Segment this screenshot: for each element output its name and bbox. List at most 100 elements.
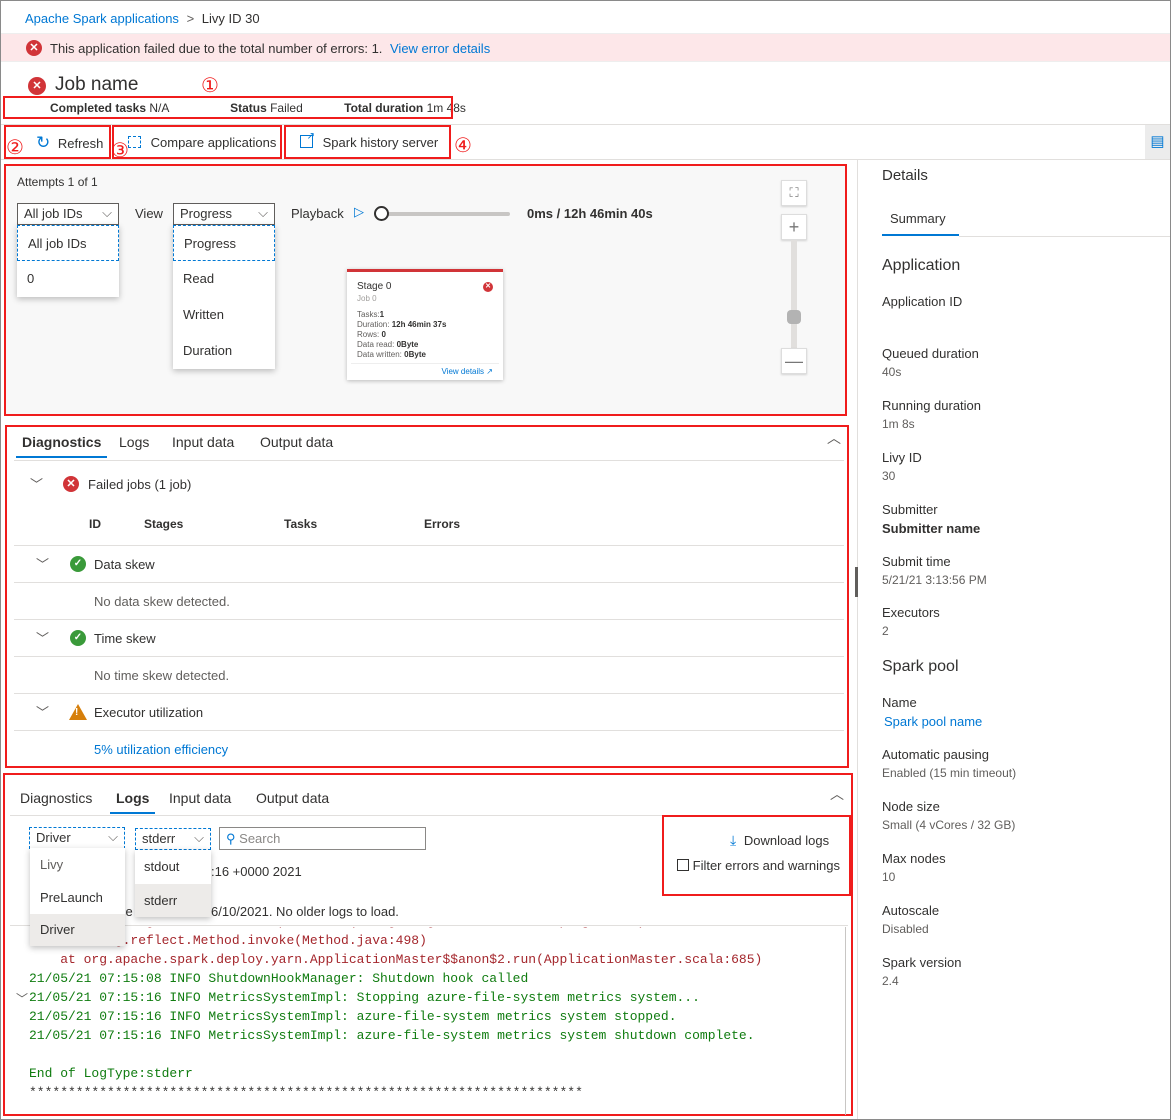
zoom-out-button[interactable]: — — [781, 348, 807, 374]
breadcrumb-current: Livy ID 30 — [201, 11, 260, 26]
chevron-down-icon[interactable]: ﹀ — [30, 477, 44, 492]
spark-pool-link[interactable]: Spark pool name — [884, 714, 983, 729]
refresh-button[interactable]: ↻ Refresh — [36, 133, 103, 153]
log-header-partial: :16 +0000 2021 — [211, 864, 302, 879]
stage-card[interactable]: Stage 0 ✕ Job 0 Tasks:1 Duration: 12h 46… — [347, 269, 503, 380]
stage-job: Job 0 — [357, 294, 377, 303]
log-source-option[interactable]: Driver — [30, 914, 125, 946]
tab-logs[interactable]: Logs — [109, 790, 156, 814]
log-content: lectDelegatingMethodAccessorImpl.invoke(… — [29, 927, 846, 1115]
duration-value: 12h 46min 37s — [391, 320, 447, 329]
collapse-panel-icon[interactable]: ︿ — [827, 430, 841, 446]
job-id-option[interactable]: All job IDs — [17, 225, 119, 261]
failed-icon: ✕ — [63, 476, 79, 492]
open-external-icon: ↗ — [486, 367, 493, 376]
job-id-option[interactable]: 0 — [27, 271, 35, 286]
playback-label: Playback — [291, 206, 344, 221]
collapse-panel-icon[interactable]: ︿ — [830, 786, 844, 802]
data-skew-header: Data skew — [94, 557, 155, 572]
field-value: 10 — [882, 870, 896, 884]
callout-box-4 — [284, 125, 451, 159]
pool-field: Node size Small (4 vCores / 32 GB) — [882, 799, 1015, 832]
download-logs-button[interactable]: ⤓ Download logs — [730, 832, 829, 849]
tab-input-data[interactable]: Input data — [172, 434, 235, 450]
play-icon[interactable]: ▷ — [354, 204, 364, 219]
log-source-option[interactable]: Livy — [40, 857, 64, 872]
written-value: 0Byte — [404, 350, 426, 359]
read-value: 0Byte — [396, 340, 419, 349]
detail-field: Submitter Submitter name — [882, 502, 980, 536]
view-option[interactable]: Read — [183, 271, 215, 286]
log-actions-callout-box — [662, 815, 851, 896]
stage-stats: Tasks:1 Duration: 12h 46min 37s Rows: 0 … — [357, 310, 446, 360]
callout-4: ④ — [454, 135, 472, 157]
field-value: Small (4 vCores / 32 GB) — [882, 818, 1016, 832]
job-id-select[interactable]: All job IDs ⌵ — [17, 203, 119, 225]
detail-field: Queued duration 40s — [882, 346, 979, 379]
column-id: ID — [89, 517, 101, 531]
breadcrumb-separator: > — [186, 11, 195, 26]
playback-slider[interactable] — [375, 212, 510, 216]
playback-slider-thumb[interactable] — [374, 206, 389, 221]
utilization-efficiency-link[interactable]: 5% utilization efficiency — [94, 742, 229, 757]
chevron-down-icon[interactable]: ﹀ — [36, 557, 50, 572]
read-label: Data read: — [357, 340, 395, 349]
view-option[interactable]: Duration — [183, 343, 233, 358]
pool-field: Max nodes 10 — [882, 851, 946, 884]
zoom-in-button[interactable]: + — [781, 214, 807, 240]
view-error-details-link[interactable]: View error details — [390, 41, 491, 56]
field-label: Node size — [882, 799, 940, 814]
zoom-slider-thumb[interactable] — [787, 310, 801, 324]
tab-output-data[interactable]: Output data — [260, 434, 334, 450]
callout-box-1 — [3, 96, 453, 119]
chevron-down-icon[interactable]: ﹀ — [36, 705, 50, 720]
document-search-icon: ▤ — [1150, 133, 1165, 150]
tab-diagnostics[interactable]: Diagnostics — [20, 790, 93, 806]
checkbox-icon — [677, 859, 689, 871]
log-source-dropdown: Livy PreLaunch Driver — [30, 848, 125, 946]
tab-output-data[interactable]: Output data — [256, 790, 330, 806]
banner-text: This application failed due to the total… — [50, 41, 383, 56]
log-search-input[interactable]: ⚲ Search — [219, 827, 426, 850]
history-label: Spark history server — [322, 135, 439, 150]
chevron-down-icon[interactable]: ﹀ — [36, 631, 50, 646]
compare-icon — [128, 136, 141, 148]
details-pane-toggle[interactable]: ▤ — [1145, 125, 1170, 159]
view-option[interactable]: Written — [183, 307, 224, 322]
chevron-down-icon: ⌵ — [258, 205, 268, 220]
filter-errors-checkbox[interactable]: Filter errors and warnings — [677, 858, 840, 873]
collapse-log-icon[interactable]: ﹀ — [16, 992, 29, 1006]
detail-field: Livy ID 30 — [882, 450, 922, 483]
log-type-select[interactable]: stderr ⌵ — [135, 828, 211, 850]
breadcrumb-parent-link[interactable]: Apache Spark applications — [25, 11, 179, 26]
log-type-option[interactable]: stderr — [135, 884, 211, 917]
tab-diagnostics[interactable]: Diagnostics — [15, 434, 108, 458]
log-source-select[interactable]: Driver ⌵ — [29, 827, 125, 849]
field-value: 5/21/21 3:13:56 PM — [882, 573, 987, 587]
field-value: Disabled — [882, 922, 929, 936]
completed-tasks-value: N/A — [149, 101, 169, 115]
view-details-link[interactable]: View details ↗ — [442, 367, 493, 376]
playback-time: 0ms / 12h 46min 40s — [527, 206, 653, 221]
field-label: Submit time — [882, 554, 951, 569]
logs-callout-box — [3, 773, 853, 1116]
breadcrumb: Apache Spark applications > Livy ID 30 — [25, 11, 260, 26]
diagnostics-callout-box — [5, 425, 849, 768]
spark-history-server-button[interactable]: ↗ Spark history server — [300, 131, 439, 150]
view-select[interactable]: Progress ⌵ — [173, 203, 275, 225]
log-source-option[interactable]: PreLaunch — [40, 890, 103, 905]
tab-logs[interactable]: Logs — [119, 434, 150, 450]
data-skew-message: No data skew detected. — [94, 594, 230, 609]
pool-field: Autoscale Disabled — [882, 903, 939, 936]
compare-applications-button[interactable]: Compare applications — [128, 135, 276, 150]
warning-icon: ! — [69, 704, 87, 720]
pane-resize-handle[interactable] — [855, 567, 858, 597]
rows-value: 0 — [381, 330, 386, 339]
tab-summary[interactable]: Summary — [890, 211, 946, 226]
zoom-slider[interactable] — [791, 240, 797, 348]
tab-input-data[interactable]: Input data — [169, 790, 232, 806]
log-type-option[interactable]: stdout — [144, 859, 180, 874]
log-line: End of LogType:stderr — [29, 1066, 193, 1081]
fit-to-screen-button[interactable]: ⛶ — [781, 180, 807, 206]
view-option[interactable]: Progress — [173, 225, 275, 261]
